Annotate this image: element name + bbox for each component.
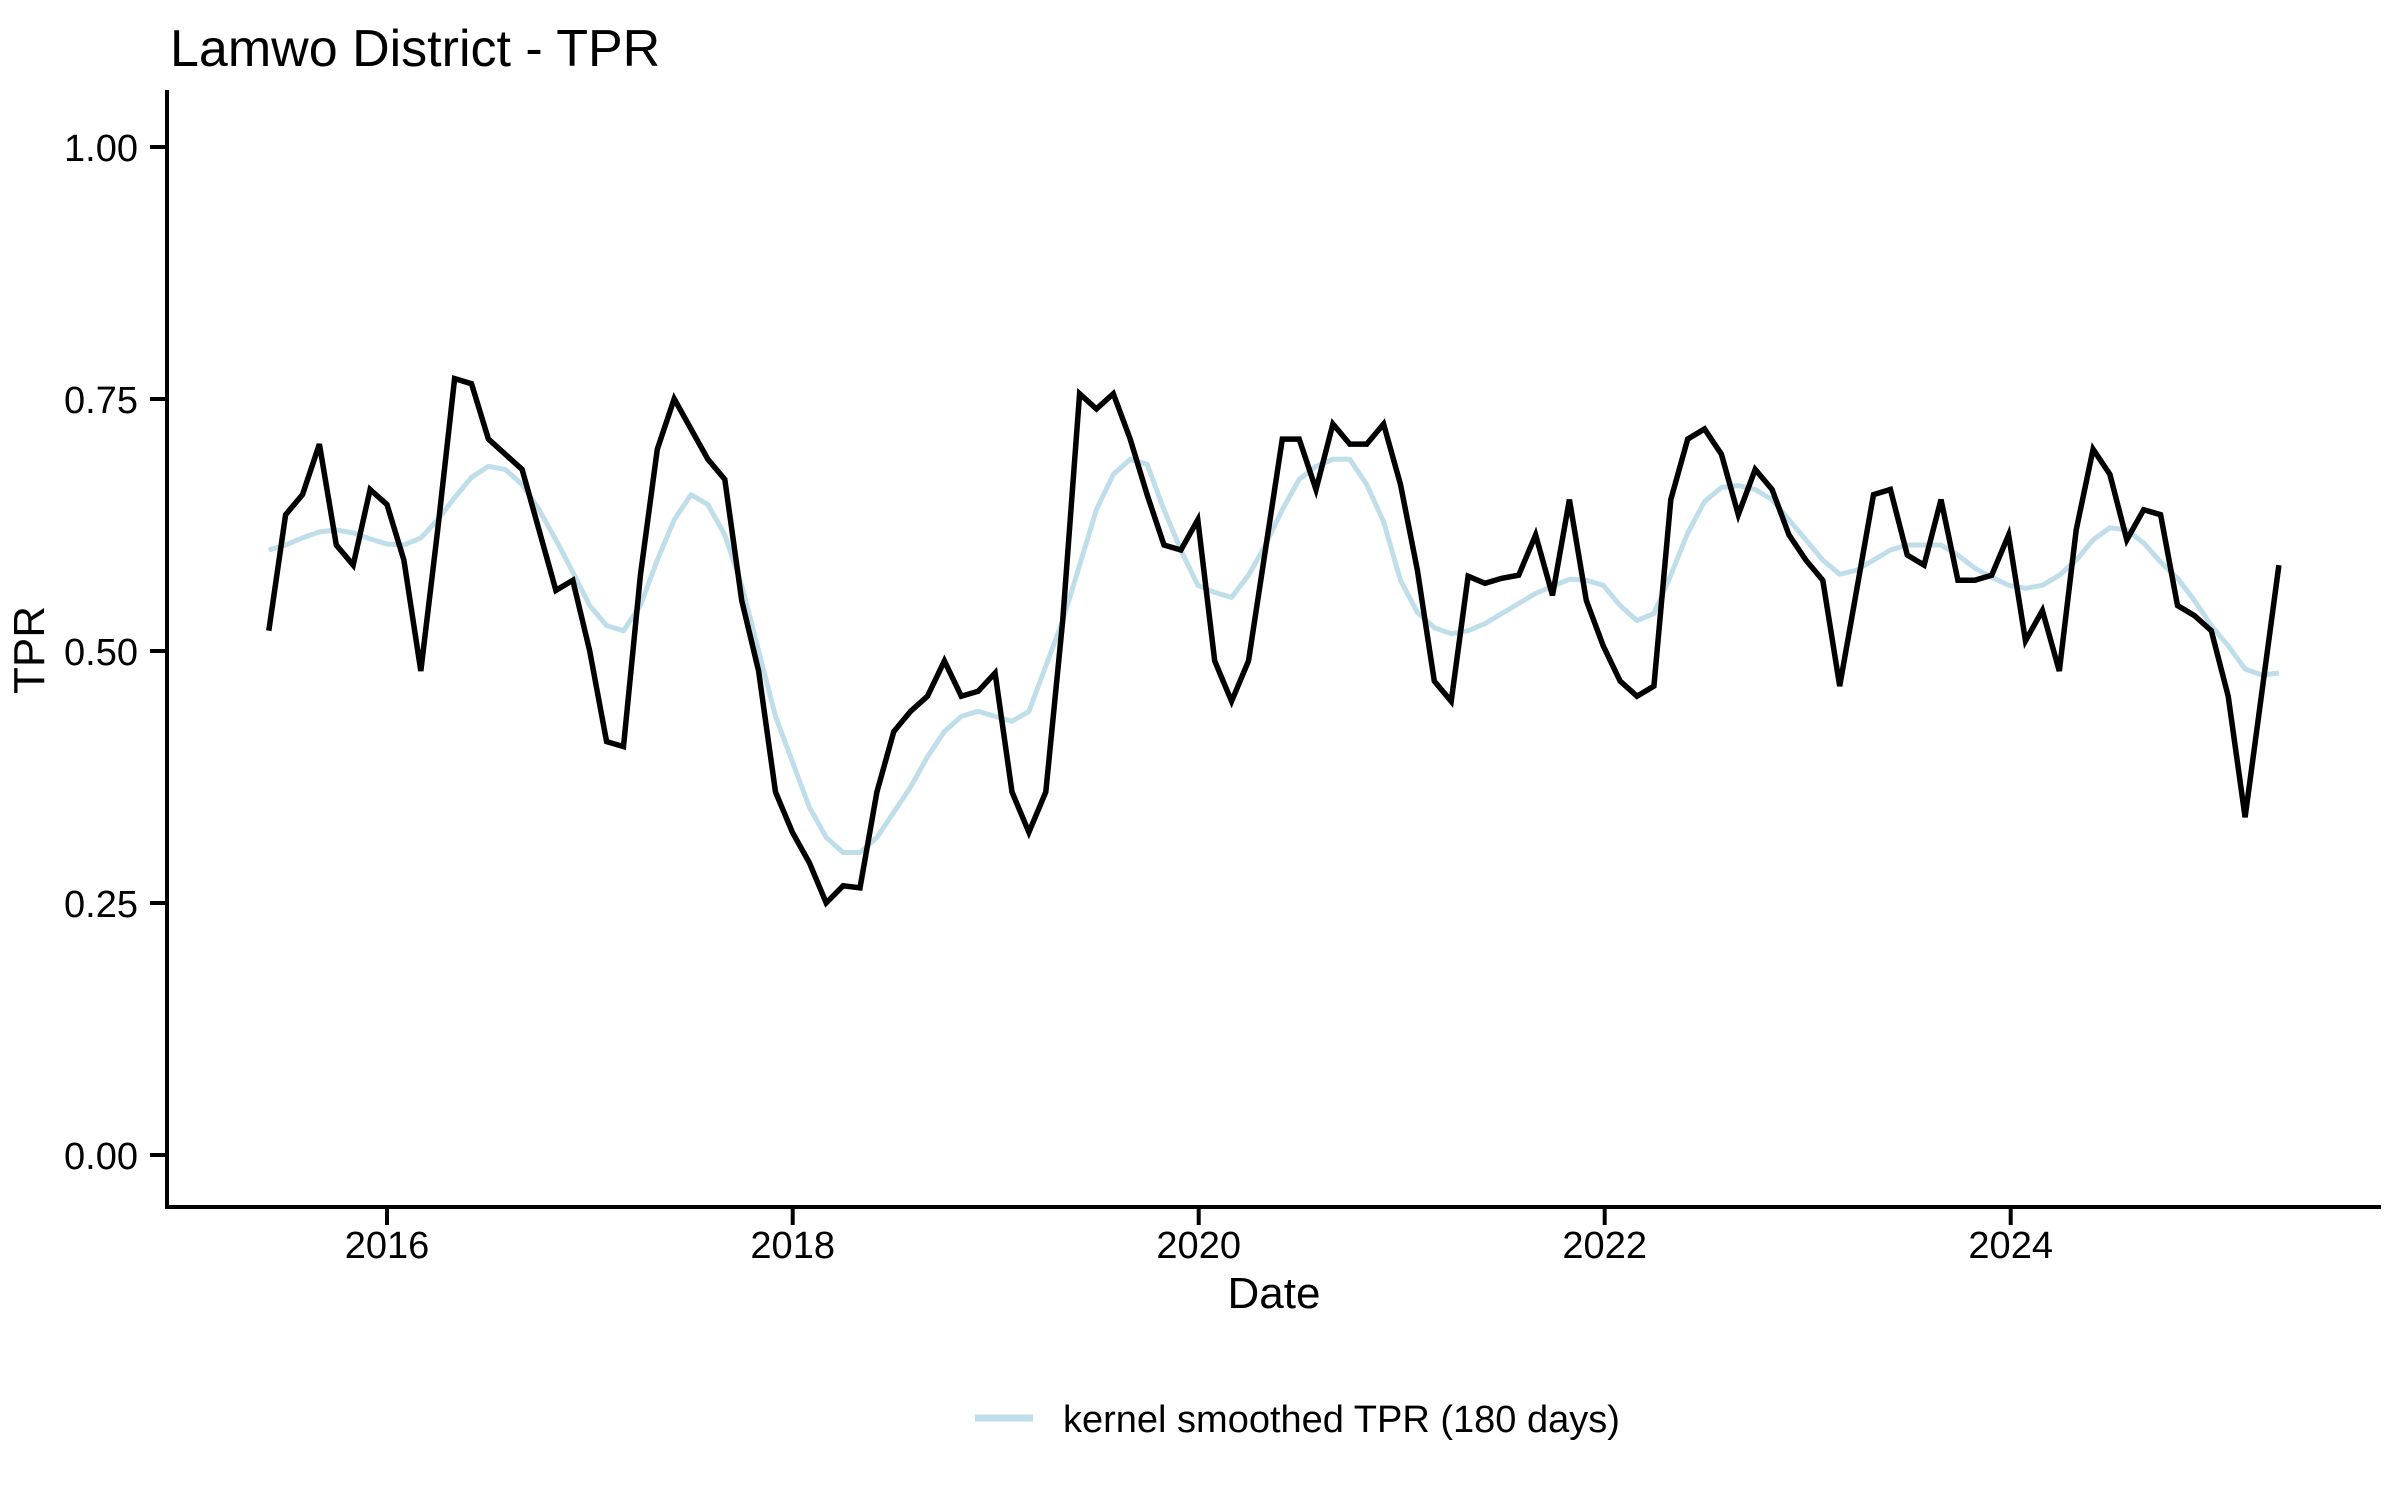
x-tick-marks [385, 1208, 2013, 1225]
y-tick-labels: 1.00 0.75 0.50 0.25 0.00 [64, 128, 138, 1178]
y-tick-label-0.50: 0.50 [64, 632, 138, 674]
smoothed-tpr-line [268, 456, 2280, 855]
y-tick-marks [150, 145, 166, 1157]
x-axis-title: Date [1228, 1269, 1321, 1318]
y-tick-label-0.75: 0.75 [64, 380, 138, 422]
plot-series [266, 375, 2282, 908]
chart-title: Lamwo District - TPR [170, 20, 660, 78]
y-tick-label-0.25: 0.25 [64, 884, 138, 926]
x-tick-label-2022: 2022 [1562, 1225, 1647, 1267]
legend: kernel smoothed TPR (180 days) [975, 1399, 1620, 1441]
x-tick-label-2020: 2020 [1156, 1225, 1241, 1267]
axes [165, 90, 2381, 1209]
legend-label: kernel smoothed TPR (180 days) [1063, 1399, 1620, 1441]
x-tick-labels: 2016 2018 2020 2022 2024 [345, 1225, 2053, 1267]
raw-tpr-line [266, 375, 2282, 908]
x-tick-label-2016: 2016 [345, 1225, 430, 1267]
y-tick-label-0.00: 0.00 [64, 1136, 138, 1178]
y-tick-label-1.00: 1.00 [64, 128, 138, 170]
y-axis-title: TPR [5, 606, 54, 694]
x-tick-label-2018: 2018 [750, 1225, 835, 1267]
x-tick-label-2024: 2024 [1968, 1225, 2053, 1267]
